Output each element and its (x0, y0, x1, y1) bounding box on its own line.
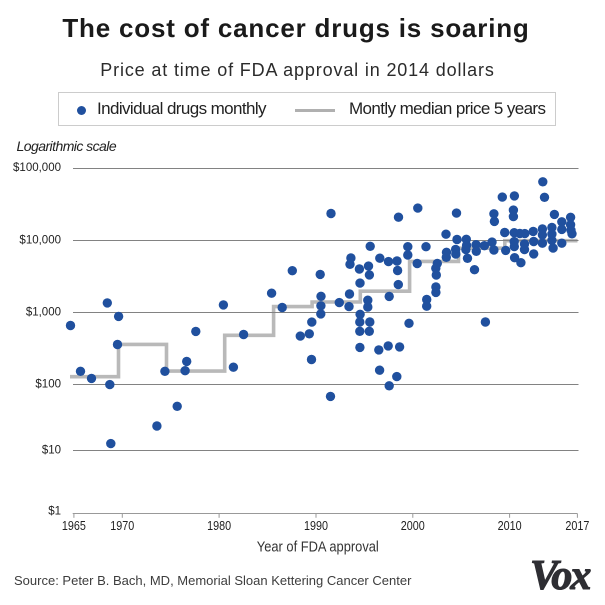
svg-text:$1: $1 (48, 506, 61, 518)
svg-text:$10: $10 (42, 445, 61, 457)
svg-text:1980: 1980 (207, 518, 231, 533)
svg-text:$100,000: $100,000 (13, 162, 61, 174)
svg-text:1990: 1990 (304, 518, 328, 533)
svg-text:1965: 1965 (62, 518, 86, 533)
svg-text:2000: 2000 (401, 518, 425, 533)
svg-text:Year of FDA approval: Year of FDA approval (257, 538, 379, 555)
svg-text:$1,000: $1,000 (26, 306, 61, 318)
svg-text:1970: 1970 (110, 518, 134, 533)
svg-text:$10,000: $10,000 (19, 234, 61, 246)
svg-text:2017: 2017 (565, 518, 589, 533)
svg-text:2010: 2010 (498, 518, 522, 533)
svg-text:$100: $100 (35, 379, 61, 391)
